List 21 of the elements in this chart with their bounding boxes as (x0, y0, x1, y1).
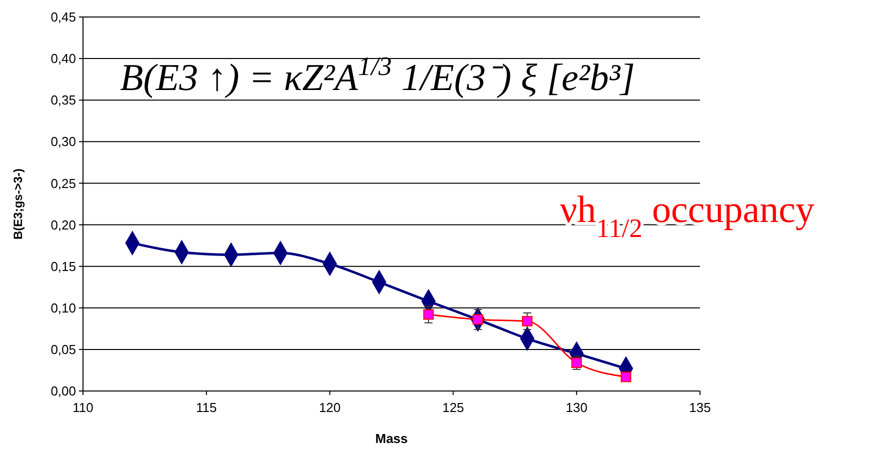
y-tick-label: 0,20 (50, 217, 76, 232)
x-tick-label: 125 (442, 400, 464, 415)
point (620, 372, 632, 382)
x-axis-title: Mass (375, 431, 408, 446)
y-tick-label: 0,25 (50, 176, 76, 191)
x-tick-label: 115 (196, 400, 217, 415)
y-tick-label: 0,35 (50, 92, 76, 108)
y-tick-label: 0,45 (50, 10, 76, 25)
x-tick-label: 135 (689, 400, 711, 415)
y-tick-label: 0,15 (50, 258, 76, 274)
x-tick-label: 130 (566, 400, 588, 415)
point (522, 316, 532, 326)
point (423, 309, 434, 320)
y-tick-label: 0,10 (50, 300, 76, 316)
x-tick-label: 110 (72, 400, 94, 415)
y-tick-label: 0,00 (50, 384, 76, 399)
x-tick-label: 120 (318, 400, 341, 415)
y-tick-label: 0,05 (50, 342, 76, 357)
y-tick-label: 0,30 (50, 134, 76, 150)
y-axis-title: B(E3;gs->3-) (11, 168, 25, 240)
y-tick-label: 0,40 (50, 51, 76, 66)
